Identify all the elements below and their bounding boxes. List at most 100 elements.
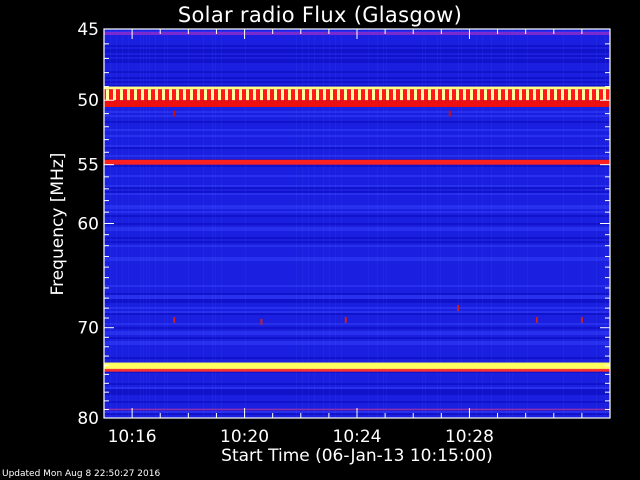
band-tooth [267,89,270,101]
y-tick-label: 70 [77,319,99,339]
band-tooth [351,89,354,101]
y-tick-label: 80 [77,409,99,429]
noise-stripe [104,145,610,147]
band-tooth [477,89,480,101]
band-tooth [561,89,564,101]
spot-3 [260,318,263,325]
noise-streak [461,29,462,418]
noise-streak [581,29,582,418]
band-tooth [526,89,529,101]
noise-streak [386,29,387,418]
noise-stripe [104,295,610,297]
noise-stripe [104,393,610,395]
noise-stripe [104,185,610,187]
band-1 [104,86,610,90]
band-tooth [302,89,305,101]
band-tooth [190,89,193,101]
band-tooth [176,89,179,101]
band-tooth [386,89,389,101]
noise-stripe [104,259,610,261]
noise-streak [506,29,507,418]
x-tick-label: 10:28 [445,427,494,447]
band-tooth [344,89,347,101]
noise-stripe [104,323,610,325]
band-tooth [246,89,249,101]
band-tooth [183,89,186,101]
band-tooth [505,89,508,101]
band-tooth [442,89,445,101]
noise-stripe [104,327,610,329]
band-tooth [498,89,501,101]
band-tooth [547,89,550,101]
noise-stripe [104,187,610,189]
noise-stripe [104,115,610,117]
noise-stripe [104,223,610,225]
band-tooth [456,89,459,101]
noise-streak [422,29,423,418]
noise-streak [596,29,597,418]
noise-stripe [104,341,610,343]
y-tick-label: 60 [77,215,99,235]
noise-streak [128,29,129,418]
y-tick-label: 45 [77,20,99,40]
noise-streak [188,29,189,418]
band-tooth [582,89,585,101]
band-tooth [316,89,319,101]
noise-stripe [104,401,610,403]
noise-streak [155,29,156,418]
noise-stripe [104,215,610,217]
band-tooth [540,89,543,101]
band-tooth [533,89,536,101]
noise-stripe [104,301,610,303]
band-tooth [204,89,207,101]
band-tooth [575,89,578,101]
noise-stripe [104,55,610,57]
spot-6 [535,316,538,323]
band-tooth [309,89,312,101]
spot-0 [173,110,176,117]
noise-streak [149,29,150,418]
noise-stripe [104,333,610,335]
band-tooth [519,89,522,101]
band-tooth [197,89,200,101]
noise-streak [296,29,297,418]
noise-streak [215,29,216,418]
noise-stripe [104,193,610,195]
noise-streak [512,29,513,418]
noise-stripe [104,285,610,287]
noise-stripe [104,205,610,207]
noise-stripe [104,85,610,87]
x-axis-label: Start Time (06-Jan-13 10:15:00) [221,446,493,466]
noise-stripe [104,389,610,391]
band-tooth [435,89,438,101]
band-tooth [113,89,116,101]
noise-stripe [104,81,610,83]
band-tooth [288,89,291,101]
noise-stripe [104,59,610,61]
spot-5 [457,305,460,312]
noise-streak [341,29,342,418]
band-tooth [274,89,277,101]
noise-stripe [104,135,610,137]
x-tick-label: 10:24 [333,427,382,447]
x-tick-label: 10:16 [108,427,157,447]
band-tooth [589,89,592,101]
noise-stripe [104,391,610,393]
band-tooth [106,89,109,101]
spot-2 [173,316,176,323]
noise-stripe [104,111,610,113]
noise-streak [425,29,426,418]
spot-4 [344,316,347,323]
band-tooth [603,89,606,101]
band-tooth [134,89,137,101]
noise-streak [143,29,144,418]
band-tooth [484,89,487,101]
noise-streak [308,29,309,418]
noise-stripe [104,241,610,243]
noise-stripe [104,207,610,209]
noise-streak [245,29,246,418]
band-tooth [463,89,466,101]
band-tooth [323,89,326,101]
noise-streak [383,29,384,418]
